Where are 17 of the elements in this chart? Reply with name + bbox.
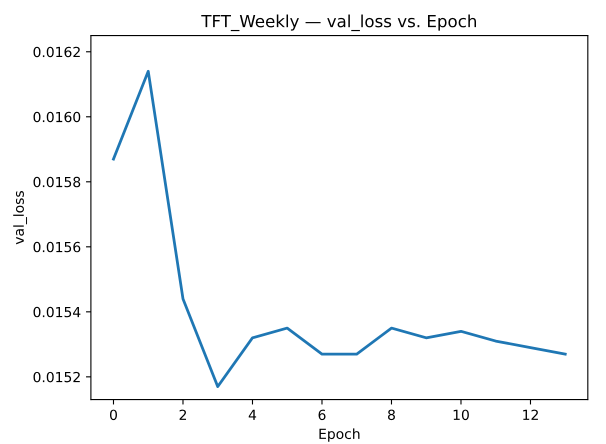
y-tick-label: 0.0156	[33, 242, 80, 252]
chart-title: TFT_Weekly — val_loss vs. Epoch	[201, 14, 476, 32]
y-tick-label: 0.0154	[33, 306, 80, 318]
y-axis-title: val_loss	[13, 191, 28, 244]
x-tick-label: 2	[180, 410, 186, 420]
x-tick-label: 0	[110, 410, 117, 420]
y-tick-label: 0.0158	[33, 176, 80, 188]
y-tick-label: 0.0160	[33, 112, 80, 122]
x-tick-label: 12	[523, 410, 538, 420]
x-axis-title: Epoch	[319, 428, 360, 442]
x-tick-label: 6	[318, 410, 326, 420]
line-series	[112, 70, 567, 388]
y-tick-label: 0.0152	[33, 372, 80, 382]
x-tick-label: 4	[248, 410, 256, 420]
x-tick-label: 10	[454, 410, 469, 420]
y-tick-label: 0.0162	[33, 46, 80, 58]
x-tick-label: 8	[388, 410, 395, 420]
